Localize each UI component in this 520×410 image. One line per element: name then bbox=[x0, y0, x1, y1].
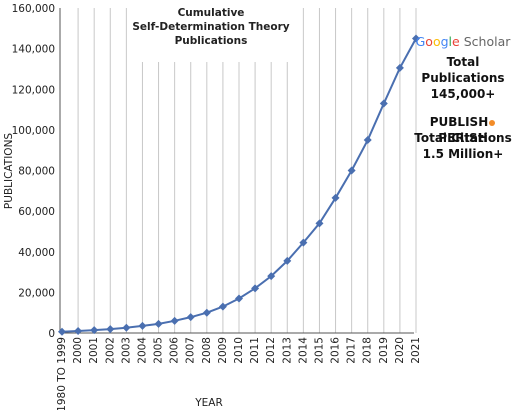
x-tick-label: 2015 bbox=[313, 337, 325, 364]
google-logo-letter: l bbox=[448, 34, 453, 49]
x-tick-label: 2003 bbox=[120, 337, 132, 364]
x-tick-label: 2012 bbox=[265, 337, 277, 364]
google-logo-letter: e bbox=[452, 34, 460, 49]
x-tick-label: 2010 bbox=[233, 337, 245, 364]
x-tick-label: 2021 bbox=[410, 337, 422, 364]
data-point bbox=[395, 63, 404, 72]
data-point bbox=[251, 284, 260, 293]
x-tick-label: 2018 bbox=[362, 337, 374, 364]
y-tick-label: 100,000 bbox=[12, 125, 55, 137]
x-tick-label: 2000 bbox=[72, 337, 84, 364]
data-point bbox=[90, 326, 99, 335]
y-tick-label: 40,000 bbox=[18, 247, 55, 259]
total-citations-value: 1.5 Million+ bbox=[422, 147, 504, 161]
x-tick-label: 2020 bbox=[394, 337, 406, 364]
data-point bbox=[202, 308, 211, 317]
x-tick-label: 2001 bbox=[88, 337, 100, 364]
data-point bbox=[267, 272, 276, 281]
google-logo-letter: g bbox=[440, 34, 449, 49]
google-scholar-stats: Total Publications 145,000+ bbox=[408, 54, 518, 102]
data-point bbox=[58, 327, 66, 336]
y-tick-label: 140,000 bbox=[12, 44, 55, 56]
y-tick-label: 20,000 bbox=[18, 287, 55, 299]
x-tick-label: 2009 bbox=[217, 337, 229, 364]
data-point bbox=[347, 166, 356, 175]
perish-word: PERISH bbox=[438, 131, 488, 145]
google-logo-letter: o bbox=[425, 34, 433, 49]
y-tick-label: 60,000 bbox=[18, 206, 55, 218]
total-publications-label: Total Publications bbox=[421, 55, 505, 85]
series bbox=[58, 34, 420, 336]
data-point bbox=[412, 34, 420, 43]
publish-or-perish-logo: PUBLISH PERISH bbox=[408, 114, 518, 146]
total-publications-value: 145,000+ bbox=[430, 87, 496, 101]
publish-word: PUBLISH bbox=[429, 115, 489, 129]
x-tick-label: 2019 bbox=[378, 337, 390, 364]
y-tick-labels: 0 20,000 40,000 60,000 80,000 100,000 120,000 1… bbox=[12, 3, 55, 340]
x-tick-label: 2011 bbox=[249, 337, 261, 364]
data-point bbox=[283, 256, 292, 265]
title-line-3: Publications bbox=[175, 35, 248, 47]
x-tick-label: 1980 TO 1999 bbox=[56, 337, 68, 410]
title-line-2: Self-Determination Theory bbox=[132, 21, 289, 33]
x-axis-title: YEAR bbox=[194, 397, 223, 409]
y-tick-label: 0 bbox=[48, 328, 55, 340]
data-point bbox=[331, 193, 340, 202]
x-tick-label: 2016 bbox=[330, 337, 342, 364]
google-logo-letter: o bbox=[432, 34, 441, 49]
data-point bbox=[154, 319, 163, 328]
data-point bbox=[74, 326, 83, 335]
x-tick-label: 2002 bbox=[104, 337, 116, 364]
data-point bbox=[170, 316, 179, 325]
x-tick-label: 2008 bbox=[201, 337, 213, 364]
x-tick-label: 2014 bbox=[297, 337, 309, 364]
x-tick-labels: 1980 TO 1999 2000 2001 2002 2003 2004 2005 2006… bbox=[56, 337, 422, 410]
x-tick-label: 2007 bbox=[185, 337, 197, 364]
google-logo-letter: G bbox=[415, 34, 426, 49]
data-point bbox=[218, 302, 227, 311]
chart-title: Cumulative Self-Determination Theory Pub… bbox=[132, 7, 289, 47]
y-axis-title: PUBLICATIONS bbox=[3, 133, 15, 209]
data-point bbox=[299, 238, 308, 247]
data-point bbox=[363, 136, 372, 145]
x-tick-label: 2006 bbox=[169, 337, 181, 364]
y-tick-label: 160,000 bbox=[12, 3, 55, 15]
title-line-1: Cumulative bbox=[178, 7, 245, 19]
orange-dot-icon bbox=[489, 119, 496, 126]
google-logo-letters: Google bbox=[416, 34, 460, 49]
axes bbox=[59, 8, 414, 334]
title-background bbox=[130, 2, 292, 62]
x-tick-label: 2013 bbox=[281, 337, 293, 364]
data-point bbox=[122, 323, 131, 332]
x-tick-label: 2004 bbox=[136, 337, 148, 364]
data-point bbox=[106, 325, 115, 334]
y-tick-label: 120,000 bbox=[12, 84, 55, 96]
y-tick-label: 80,000 bbox=[18, 166, 55, 178]
data-point bbox=[138, 321, 147, 330]
x-tick-label: 2005 bbox=[153, 337, 165, 364]
publish-perish-stats: Total Citations 1.5 Million+ bbox=[408, 130, 518, 162]
total-citations-label: Total Citations bbox=[414, 131, 512, 145]
scholar-logo-word: Scholar bbox=[463, 34, 511, 49]
x-tick-label: 2017 bbox=[346, 337, 358, 364]
data-point bbox=[315, 219, 324, 228]
data-point bbox=[186, 313, 195, 322]
google-scholar-logo: Google Scholar bbox=[408, 34, 518, 49]
data-point bbox=[235, 294, 243, 303]
data-point bbox=[379, 99, 388, 108]
